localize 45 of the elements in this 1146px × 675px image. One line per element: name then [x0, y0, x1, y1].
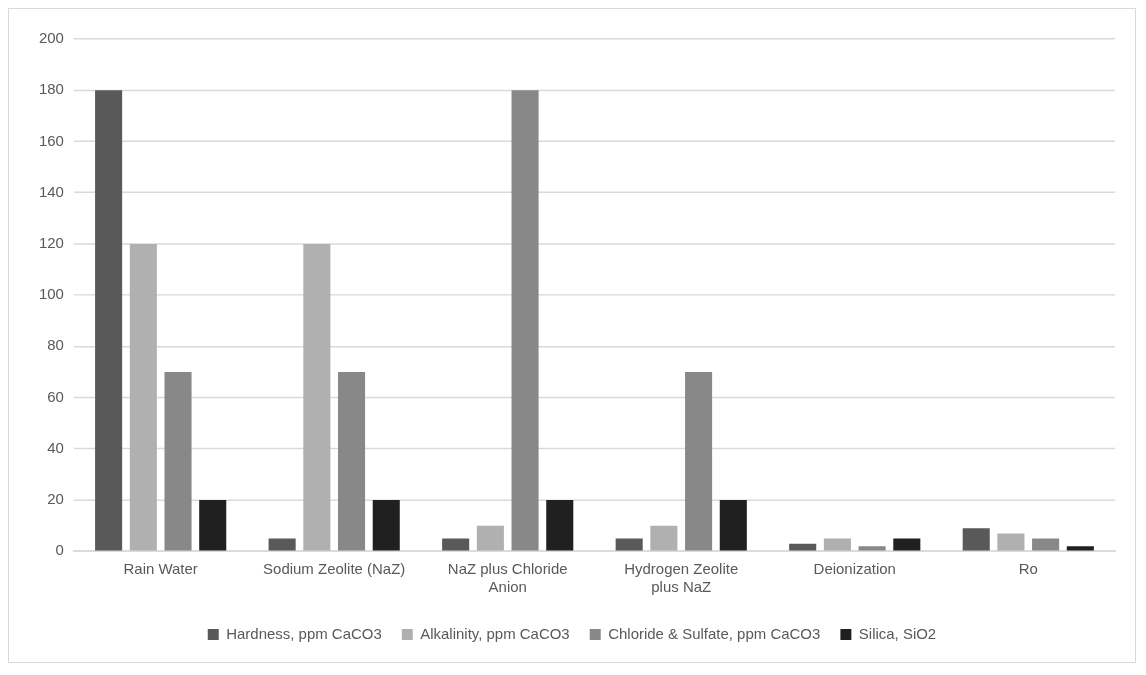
bar — [962, 528, 990, 551]
bar — [372, 500, 400, 551]
y-tick-label: 160 — [38, 131, 64, 149]
bar — [893, 538, 921, 551]
bar — [268, 538, 296, 551]
bar — [442, 538, 470, 551]
legend-label: Alkalinity, ppm CaCO3 — [420, 624, 570, 642]
y-tick-label: 140 — [38, 182, 64, 200]
bar — [997, 533, 1025, 551]
bar — [303, 243, 331, 551]
x-tick-label: Rain Water — [123, 560, 198, 578]
legend-label: Hardness, ppm CaCO3 — [226, 624, 382, 642]
x-tick-label: NaZ plus Chloride Anion — [447, 560, 568, 596]
y-tick-label: 100 — [38, 285, 64, 303]
y-tick-label: 20 — [47, 490, 64, 508]
bar — [615, 538, 643, 551]
bar — [650, 525, 678, 551]
bar — [199, 500, 227, 551]
x-tick-label: Sodium Zeolite (NaZ) — [263, 560, 406, 578]
x-tick-label: Deionization — [813, 560, 896, 578]
bar — [1066, 546, 1094, 551]
bar — [476, 525, 504, 551]
y-tick-label: 40 — [47, 438, 64, 456]
y-tick-label: 180 — [38, 80, 64, 98]
x-tick-label: Ro — [1018, 560, 1038, 578]
bar — [823, 538, 851, 551]
legend-label: Chloride & Sulfate, ppm CaCO3 — [608, 624, 821, 642]
bar — [685, 371, 713, 551]
x-tick-label: Hydrogen Zeolite plus NaZ — [624, 560, 739, 596]
bar — [719, 500, 747, 551]
bar — [129, 243, 157, 551]
bar — [511, 90, 539, 551]
bar — [789, 543, 817, 551]
y-tick-label: 60 — [47, 387, 64, 405]
legend-label: Silica, SiO2 — [858, 624, 937, 642]
y-tick-label: 120 — [38, 234, 64, 252]
bar — [164, 371, 192, 551]
bar — [95, 90, 123, 551]
y-tick-label: 0 — [55, 541, 64, 559]
bar — [858, 546, 886, 551]
y-tick-label: 80 — [47, 336, 64, 354]
bar — [546, 500, 574, 551]
bar — [338, 371, 366, 551]
bar — [1032, 538, 1060, 551]
y-tick-label: 200 — [38, 29, 64, 47]
